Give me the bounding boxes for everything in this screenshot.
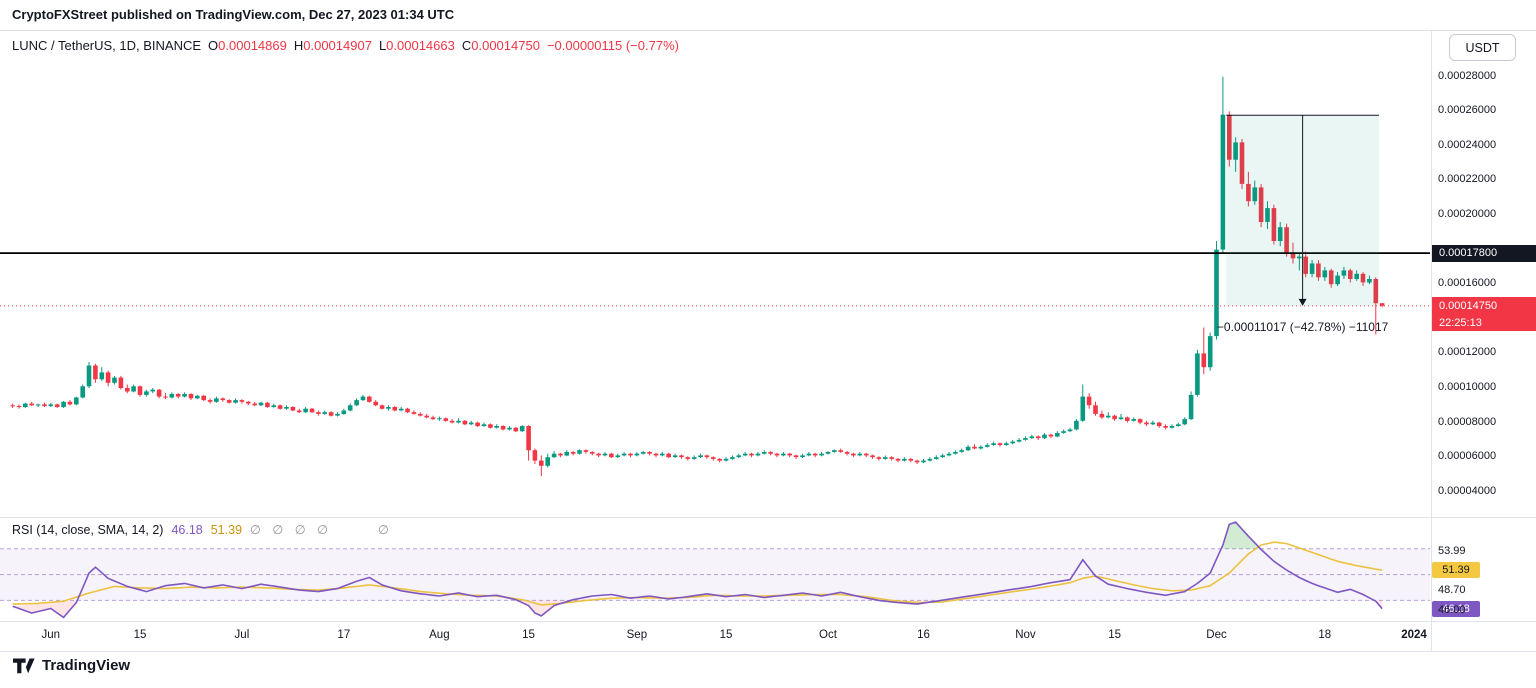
- price-tick: 0.00024000: [1438, 138, 1497, 151]
- rsi-legend: RSI (14, close, SMA, 14, 2) 46.18 51.39 …: [12, 522, 389, 538]
- price-tick: 0.00020000: [1438, 208, 1497, 221]
- time-axis-label: Dec: [1206, 629, 1227, 641]
- symbol-title[interactable]: LUNC / TetherUS, 1D, BINANCE: [12, 38, 202, 53]
- time-axis-label: Nov: [1015, 629, 1036, 641]
- price-tick: 0.00028000: [1438, 69, 1497, 82]
- time-axis-label: Sep: [626, 629, 648, 641]
- rsi-tick: 53.99: [1438, 545, 1466, 558]
- time-axis-label: 15: [719, 629, 733, 641]
- time-axis-label: 16: [917, 629, 930, 641]
- currency-toggle-button[interactable]: USDT: [1449, 34, 1516, 61]
- time-axis-label: Jul: [234, 629, 250, 641]
- rsi-indicator-title[interactable]: RSI (14, close, SMA, 14, 2): [12, 522, 164, 537]
- symbol-legend: LUNC / TetherUS, 1D, BINANCE O0.00014869…: [12, 38, 679, 53]
- price-tick: 0.00006000: [1438, 450, 1497, 463]
- ohlc-low: L0.00014663: [378, 38, 455, 53]
- rsi-empty-values: ∅ ∅ ∅ ∅: [250, 523, 332, 537]
- rsi-value-badge: 46.18: [1432, 600, 1480, 617]
- rsi-ma-badge: 51.39: [1432, 562, 1480, 579]
- hline-price-label: 0.00017800: [1432, 244, 1536, 262]
- time-axis-label: Oct: [819, 629, 837, 641]
- price-tick: 0.00012000: [1438, 346, 1497, 359]
- tradingview-logo-icon: [13, 658, 35, 673]
- rsi-current-value: 46.18: [171, 522, 203, 537]
- bar-countdown-label: 22:25:13: [1432, 314, 1536, 332]
- price-tick: 0.00026000: [1438, 104, 1497, 117]
- rsi-ma-value: 51.39: [210, 522, 243, 537]
- measurement-label: −0.00011017 (−42.78%) −11017: [1216, 319, 1389, 334]
- price-tick: 0.00004000: [1438, 484, 1497, 497]
- time-axis-label: 15: [133, 629, 147, 641]
- price-tick: 0.00016000: [1438, 277, 1497, 290]
- last-price-label: 0.00014750: [1432, 297, 1536, 315]
- time-axis-label: 2024: [1401, 629, 1427, 641]
- price-tick: 0.00010000: [1438, 380, 1497, 393]
- time-axis-label: 15: [522, 629, 535, 641]
- time-axis-label: 17: [337, 629, 351, 641]
- time-axis-label: Jun: [41, 629, 61, 641]
- ohlc-close: C0.00014750: [461, 38, 540, 53]
- tradingview-brand-text[interactable]: TradingView: [42, 657, 131, 674]
- rsi-empty-value: ∅: [378, 523, 389, 537]
- ohlc-high: H0.00014907: [293, 38, 372, 53]
- rsi-tick: 46.00: [1438, 604, 1466, 617]
- time-axis-label: Aug: [429, 629, 450, 641]
- time-axis-label: 18: [1318, 629, 1332, 641]
- price-change: −0.00000115 (−0.77%): [546, 38, 679, 53]
- price-tick: 0.00022000: [1438, 173, 1497, 186]
- price-tick: 0.00008000: [1438, 415, 1497, 428]
- ohlc-open: O0.00014869: [208, 38, 287, 53]
- rsi-tick: 48.70: [1438, 584, 1466, 597]
- time-axis-label: 15: [1108, 629, 1121, 641]
- attribution-text: CryptoFXStreet published on TradingView.…: [12, 7, 455, 22]
- footer: TradingView: [13, 657, 130, 674]
